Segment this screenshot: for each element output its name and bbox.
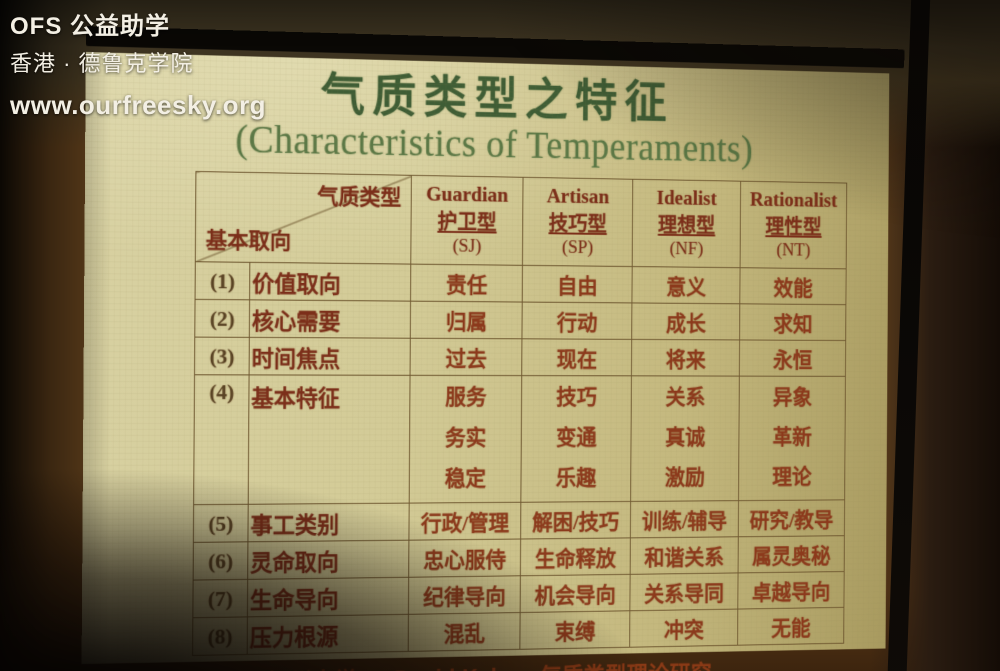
watermark-org-name: OFS 公益助学	[10, 13, 171, 40]
row-label: 生命导向	[247, 577, 409, 617]
watermark-website: www.ourfreesky.org	[10, 90, 267, 120]
table-row-3: (3) 时间焦点 过去 现在 将来 永恒	[194, 337, 846, 377]
cell-value: 责任	[410, 264, 523, 303]
row-label: 价值取向	[249, 262, 411, 302]
column-name-en: Idealist	[656, 186, 717, 211]
cell-value: 稳定	[444, 466, 487, 491]
column-header-rationalist: Rationalist 理性型 (NT)	[740, 181, 847, 269]
column-header-artisan: Artisan 技巧型 (SP)	[522, 177, 633, 267]
row-label: 灵命取向	[247, 540, 409, 580]
table-row-1: (1) 价值取向 责任 自由 意义 效能	[195, 261, 847, 305]
column-name-en: Artisan	[546, 184, 610, 209]
column-header-guardian: Guardian 护卫型 (SJ)	[410, 175, 524, 266]
cell-value: 乐趣	[555, 465, 597, 490]
cell-value: 行政/管理	[408, 502, 521, 541]
cell-value: 将来	[631, 339, 740, 377]
cell-value: 冲突	[629, 609, 738, 648]
column-code: (NT)	[776, 240, 811, 261]
cell-value: 无能	[737, 607, 844, 646]
projection-screen: 气质类型之特征 (Characteristics of Temperaments…	[81, 26, 905, 671]
row-number: (8)	[192, 616, 248, 656]
cell-value: 研究/教导	[738, 499, 845, 537]
cell-value: 自由	[522, 265, 633, 303]
row-number: (2)	[194, 299, 250, 338]
column-code: (NF)	[669, 238, 704, 260]
cell-value: 变通	[555, 425, 597, 450]
cell-value: 务实	[444, 425, 487, 450]
cell-value-list: 技巧 变通 乐趣	[520, 375, 632, 503]
column-header-idealist: Idealist 理想型 (NF)	[632, 179, 741, 268]
row-label: 事工类别	[247, 503, 410, 542]
row-number: (5)	[193, 504, 249, 543]
row-label: 核心需要	[249, 299, 411, 339]
diagonal-header-bottom-label: 基本取向	[205, 227, 292, 254]
table-row-4: (4) 基本特征 服务 务实 稳定 技巧 变通 乐趣	[193, 374, 846, 505]
cell-value: 和谐关系	[630, 536, 739, 575]
column-name-zh: 护卫型	[437, 209, 497, 234]
row-number: (7)	[192, 579, 248, 618]
cell-value: 机会导向	[520, 574, 631, 613]
cell-value: 过去	[410, 338, 522, 376]
cell-value: 训练/辅导	[630, 500, 739, 538]
cell-value-list: 服务 务实 稳定	[409, 375, 522, 504]
cell-value: 成长	[631, 302, 740, 340]
cell-value: 属灵奥秘	[738, 535, 845, 573]
row-label: 压力根源	[247, 614, 409, 655]
row-number: (6)	[193, 541, 248, 581]
cell-value: 技巧	[556, 384, 598, 409]
row-number: (3)	[194, 337, 250, 375]
cell-value: 求知	[739, 303, 846, 341]
cell-value: 归属	[410, 301, 523, 339]
cell-value: 解困/技巧	[520, 501, 631, 540]
cell-value: 纪律导向	[408, 575, 521, 615]
cell-value: 服务	[445, 384, 487, 409]
cell-value: 理论	[772, 464, 812, 489]
cell-value: 混乱	[408, 612, 521, 652]
row-label: 时间焦点	[249, 337, 411, 376]
cell-value: 生命释放	[520, 537, 631, 576]
cell-value: 现在	[521, 338, 632, 376]
cell-value: 忠心服侍	[408, 539, 521, 578]
cell-value: 革新	[772, 424, 812, 449]
temperaments-table: 气质类型 基本取向 Guardian 护卫型 (SJ) Artisan 技巧型 …	[192, 171, 847, 656]
cell-value-list: 异象 革新 理论	[738, 376, 846, 501]
watermark-location: 香港 · 德鲁克学院	[10, 51, 194, 76]
cell-value: 意义	[631, 266, 741, 304]
column-name-zh: 理性型	[765, 214, 822, 238]
cell-value-list: 关系 真诚 激励	[630, 375, 740, 502]
cell-value: 异象	[772, 385, 813, 409]
cell-value: 卓越导向	[737, 571, 845, 610]
cell-value: 永恒	[739, 339, 846, 377]
column-code: (SP)	[561, 237, 594, 258]
table-row-2: (2) 核心需要 归属 行动 成长 求知	[194, 299, 846, 341]
screen-side-frame	[886, 0, 931, 671]
row-label: 基本特征	[248, 374, 411, 505]
table-header-row: 气质类型 基本取向 Guardian 护卫型 (SJ) Artisan 技巧型 …	[195, 171, 847, 269]
cell-value: 效能	[739, 267, 847, 305]
slide: 气质类型之特征 (Characteristics of Temperaments…	[81, 52, 890, 671]
cell-value: 关系导同	[629, 572, 739, 611]
diagonal-header-top-label: 气质类型	[317, 183, 402, 210]
cell-value: 激励	[664, 465, 705, 490]
cell-value: 关系	[665, 384, 706, 409]
cell-value: 真诚	[665, 425, 706, 450]
column-name-zh: 理想型	[657, 212, 716, 237]
row-number: (4)	[193, 374, 250, 505]
column-name-en: Guardian	[426, 182, 509, 207]
diagonal-header-cell: 气质类型 基本取向	[195, 171, 412, 265]
column-name-zh: 技巧型	[548, 210, 607, 235]
column-code: (SJ)	[452, 235, 482, 257]
column-name-en: Rationalist	[749, 187, 838, 213]
cell-value: 束缚	[519, 610, 630, 650]
cell-value: 行动	[521, 302, 632, 340]
row-number: (1)	[195, 261, 250, 300]
